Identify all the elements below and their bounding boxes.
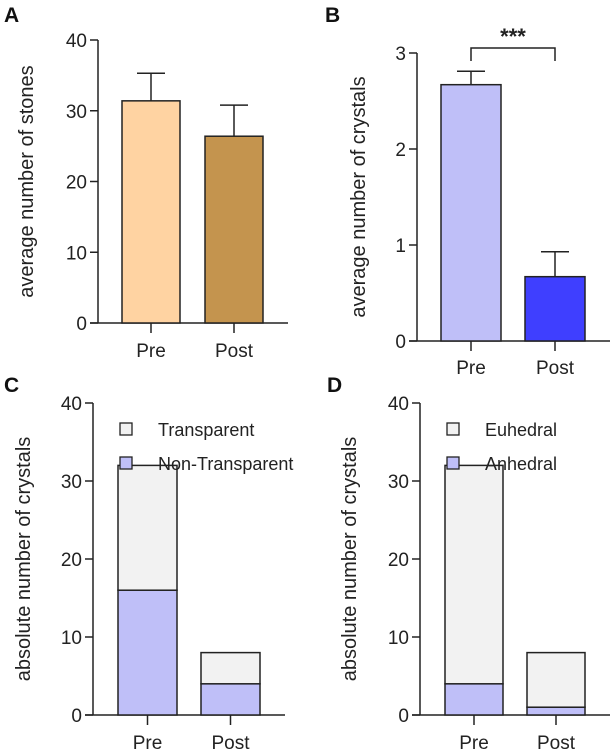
y-tick-label: 10 (388, 628, 409, 649)
bar-pre-euhedral (444, 464, 504, 685)
y-axis-label: absolute number of crystals (13, 437, 35, 682)
bar-pre (121, 100, 181, 324)
y-tick-label: 0 (71, 706, 82, 727)
bar-post-transparent (200, 651, 261, 685)
legend-label: Non-Transparent (158, 454, 293, 474)
bar-pre-transparent (117, 464, 178, 591)
significance-bracket (470, 47, 556, 61)
legend-swatch (119, 422, 133, 436)
y-axis-label: absolute number of crystals (339, 437, 361, 682)
y-tick-label: 3 (395, 44, 406, 65)
legend-swatch (119, 456, 133, 470)
y-tick-label: 30 (66, 102, 87, 123)
x-tick-label: Post (211, 733, 250, 751)
y-tick-label: 0 (398, 706, 409, 727)
y-tick-label: 1 (395, 236, 406, 257)
bar-pre-non-transparent (117, 589, 178, 716)
bar-post-anhedral (526, 706, 586, 716)
bar-post-non-transparent (200, 683, 261, 716)
y-tick-label: 0 (395, 332, 406, 353)
y-tick-label: 20 (66, 173, 87, 194)
panel-label: D (327, 374, 342, 397)
bar-pre-anhedral (444, 683, 504, 716)
x-tick-label: Pre (133, 733, 163, 751)
bar-post (524, 275, 586, 342)
y-tick-label: 30 (388, 472, 409, 493)
y-tick-label: 30 (61, 472, 82, 493)
legend-label: Euhedral (485, 420, 557, 440)
y-tick-label: 40 (61, 394, 82, 415)
x-tick-label: Post (536, 358, 575, 379)
y-tick-label: 2 (395, 140, 406, 161)
bar-pre (440, 83, 502, 342)
legend-swatch (446, 456, 460, 470)
x-tick-label: Pre (456, 358, 486, 379)
legend-swatch (446, 422, 460, 436)
legend-label: Anhedral (485, 454, 557, 474)
legend-label: Transparent (158, 420, 254, 440)
y-tick-label: 0 (76, 314, 87, 335)
panel-label: B (325, 4, 340, 27)
y-tick-label: 10 (61, 628, 82, 649)
y-tick-label: 20 (388, 550, 409, 571)
x-tick-label: Pre (136, 341, 166, 362)
y-tick-label: 40 (388, 394, 409, 415)
x-tick-label: Post (537, 733, 576, 751)
x-tick-label: Post (215, 341, 254, 362)
y-axis-label: average number of stones (16, 65, 38, 297)
bar-post-euhedral (526, 651, 586, 708)
y-tick-label: 20 (61, 550, 82, 571)
x-tick-label: Pre (459, 733, 489, 751)
y-axis-label: average number of crystals (348, 76, 370, 317)
y-tick-label: 10 (66, 243, 87, 264)
y-tick-label: 40 (66, 31, 87, 52)
significance-label: *** (500, 24, 526, 49)
panel-label: C (4, 374, 19, 397)
bar-post (204, 135, 264, 324)
panel-label: A (4, 4, 19, 27)
